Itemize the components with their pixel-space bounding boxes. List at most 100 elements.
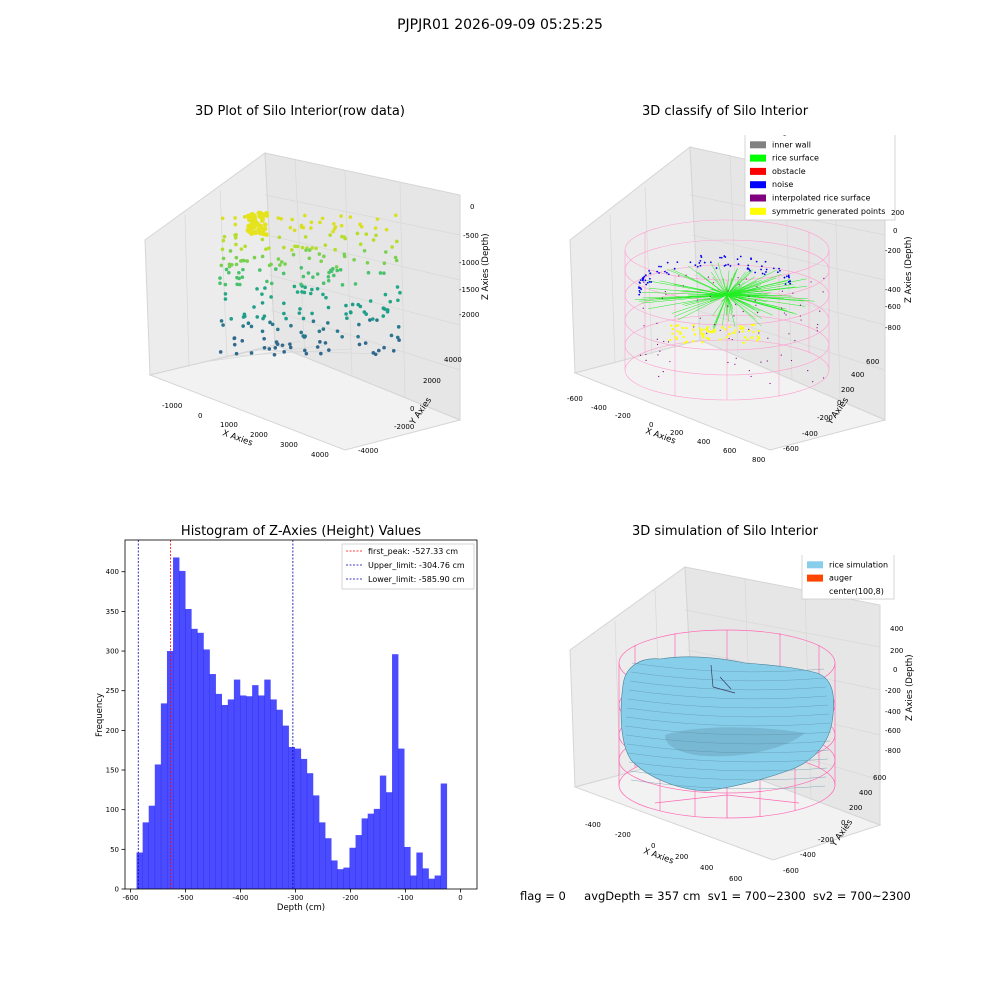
histogram-legend: first_peak: -527.33 cm Upper_limit: -304… xyxy=(341,543,475,590)
histogram-bar xyxy=(294,748,302,889)
rice-surface-point xyxy=(726,294,736,327)
classify-plot-title: 3D classify of Silo Interior xyxy=(641,104,809,119)
histogram-reference-lines xyxy=(137,540,294,889)
symmetric-point xyxy=(721,326,724,329)
raw-point xyxy=(309,226,313,230)
rice-surface-point xyxy=(671,294,728,314)
raw-point xyxy=(265,279,269,284)
raw-point xyxy=(322,254,326,259)
interpolated-point xyxy=(748,328,750,331)
histogram-bar xyxy=(197,632,204,889)
histogram-x-tick-label: -500 xyxy=(178,894,194,902)
raw-point xyxy=(362,248,367,253)
noise-point xyxy=(638,286,640,289)
noise-point xyxy=(746,267,749,270)
raw-point xyxy=(229,317,234,321)
interpolated-point xyxy=(781,307,783,309)
simulation-x-tick: -400 xyxy=(585,821,601,829)
interpolated-point xyxy=(682,285,684,287)
raw-point xyxy=(279,260,284,264)
classify-left-pane xyxy=(569,146,701,374)
noise-point xyxy=(772,267,775,270)
raw-point xyxy=(315,287,320,291)
symmetric-point xyxy=(685,326,688,330)
histogram-bar xyxy=(379,775,387,889)
raw-3d-plot: -1000 0 1000 2000 3000 4000 -4000 -2000 … xyxy=(144,152,491,459)
histogram-y-tick-label: 250 xyxy=(106,687,119,695)
noise-point xyxy=(754,271,757,274)
auger-marker xyxy=(710,664,736,694)
symmetric-point xyxy=(706,336,709,340)
symmetric-point xyxy=(674,335,677,339)
symmetric-point xyxy=(757,337,761,340)
raw-point xyxy=(344,312,348,316)
interpolated-point xyxy=(810,281,812,283)
raw-point xyxy=(299,266,304,270)
raw-point xyxy=(253,230,258,236)
raw-point xyxy=(363,341,368,345)
symmetric-point xyxy=(705,327,709,331)
raw-point xyxy=(396,325,401,329)
interpolated-point xyxy=(822,377,825,379)
symmetric-point xyxy=(700,333,704,336)
noise-point xyxy=(649,272,652,275)
classify-x-tick: -200 xyxy=(615,412,631,420)
symmetric-point xyxy=(683,341,686,344)
simulation-y-tick: 0 xyxy=(841,819,845,827)
raw-point xyxy=(382,271,386,275)
raw-point xyxy=(371,317,375,321)
interpolated-point xyxy=(758,332,760,334)
simulation-x-tick: 200 xyxy=(675,853,688,861)
noise-point xyxy=(720,256,723,259)
noise-point xyxy=(723,264,726,267)
raw-point xyxy=(393,255,398,260)
noise-point xyxy=(641,279,644,282)
raw-point xyxy=(395,285,400,289)
rice-surface-point xyxy=(722,294,728,326)
noise-point xyxy=(658,265,660,268)
raw-point xyxy=(218,276,222,280)
classify-y-tick: -200 xyxy=(817,414,833,422)
raw-point xyxy=(239,259,243,263)
legend-swatch xyxy=(807,574,823,582)
raw-point xyxy=(378,271,383,275)
rice-surface-point xyxy=(676,290,728,296)
interpolated-point xyxy=(663,340,665,343)
interpolated-point xyxy=(643,325,645,327)
noise-point xyxy=(764,260,767,263)
rice-surface-point xyxy=(725,294,728,316)
noise-point xyxy=(755,260,758,263)
raw-point xyxy=(220,247,225,252)
rice-surface-point xyxy=(674,294,728,317)
raw-point xyxy=(288,342,292,346)
symmetric-point xyxy=(752,323,756,327)
interpolated-point xyxy=(799,304,802,306)
noise-point xyxy=(787,275,790,278)
classify-x-tick: 200 xyxy=(670,429,683,437)
raw-point xyxy=(328,233,332,237)
symmetric-point xyxy=(676,330,679,333)
rice-surface-point xyxy=(721,294,728,303)
interpolated-point xyxy=(734,303,737,305)
raw-point xyxy=(384,250,388,254)
interpolated-point xyxy=(727,290,729,292)
raw-point xyxy=(333,247,337,252)
raw-point xyxy=(233,236,238,240)
mesh-line xyxy=(627,752,829,763)
rice-surface-point xyxy=(647,280,728,296)
interpolated-point xyxy=(767,337,769,339)
histogram-bar xyxy=(367,813,375,889)
raw-x-tick: 0 xyxy=(198,412,202,420)
histogram-bar xyxy=(246,696,253,889)
raw-point xyxy=(310,287,314,292)
raw-point xyxy=(382,345,386,350)
histogram-bar xyxy=(373,808,381,889)
noise-point xyxy=(665,271,668,274)
legend-label: symmetric generated points xyxy=(772,207,885,216)
interpolated-point xyxy=(812,381,814,383)
interpolated-point xyxy=(714,324,716,326)
symmetric-point xyxy=(756,335,760,338)
raw-point xyxy=(343,236,348,241)
classify-x-tick: 0 xyxy=(649,421,653,429)
raw-point xyxy=(332,273,336,278)
